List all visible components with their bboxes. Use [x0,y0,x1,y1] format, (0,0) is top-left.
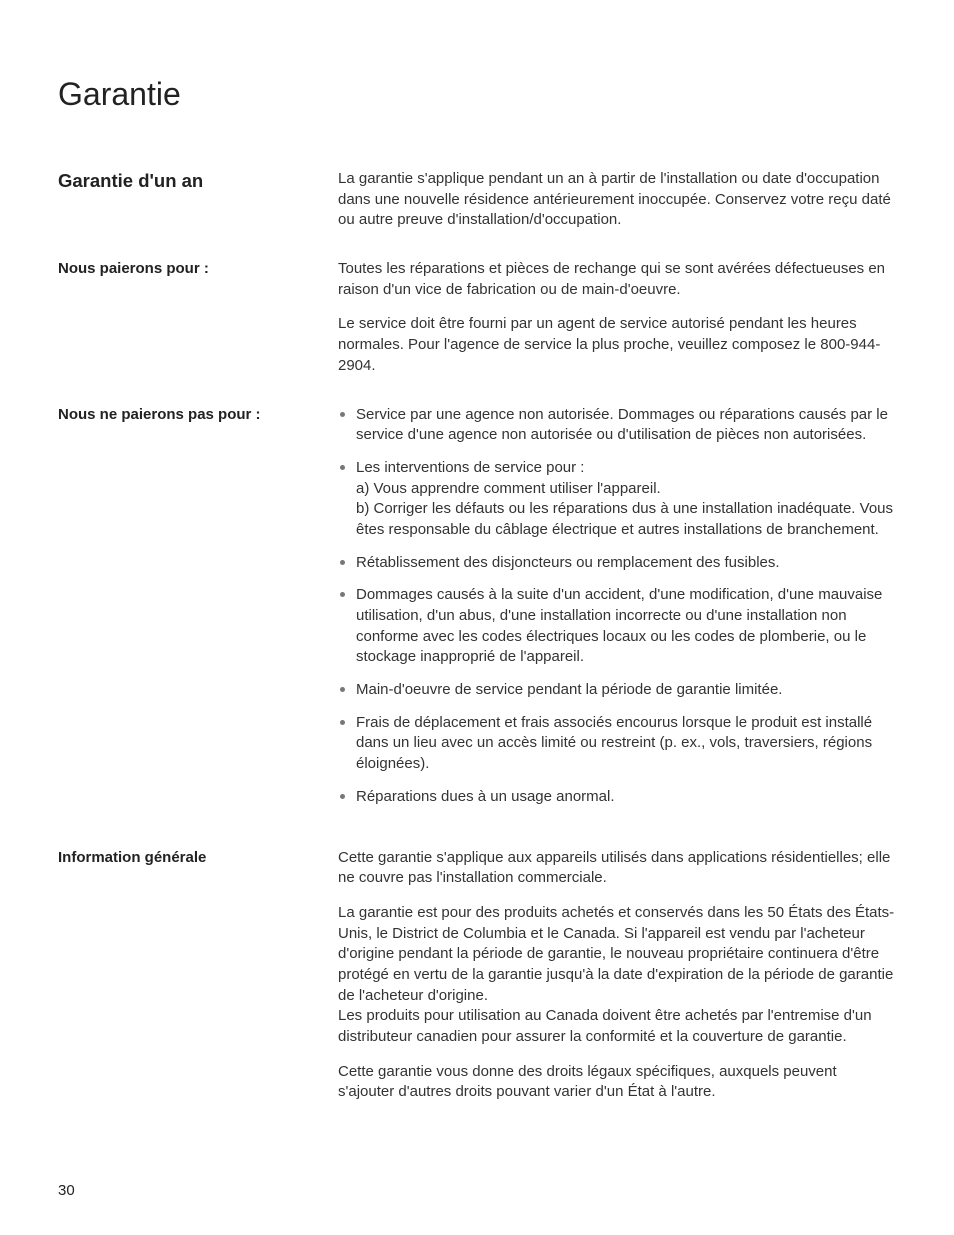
page-number: 30 [58,1182,75,1199]
section-will-not-pay: Nous ne paierons pas pour : Service par … [58,405,896,820]
section-one-year: Garantie d'un an La garantie s'applique … [58,169,896,231]
list-item: Dommages causés à la suite d'un accident… [338,585,896,668]
will-pay-p2: Le service doit être fourni par un agent… [338,314,896,376]
general-info-p3: Cette garantie vous donne des droits lég… [338,1062,896,1103]
section-will-pay: Nous paierons pour : Toutes les réparati… [58,259,896,376]
document-page: Garantie Garantie d'un an La garantie s'… [0,0,954,1235]
list-item: Réparations dues à un usage anormal. [338,787,896,808]
list-item: Rétablissement des disjoncteurs ou rempl… [338,553,896,574]
section-general-info: Information générale Cette garantie s'ap… [58,848,896,1104]
section-heading-will-pay: Nous paierons pour : [58,259,318,279]
section-heading-will-not-pay: Nous ne paierons pas pour : [58,405,318,425]
list-item: Main-d'oeuvre de service pendant la péri… [338,680,896,701]
general-info-p2: La garantie est pour des produits acheté… [338,903,896,1048]
will-pay-p1: Toutes les réparations et pièces de rech… [338,259,896,300]
general-info-p1: Cette garantie s'applique aux appareils … [338,848,896,889]
section-heading-general-info: Information générale [58,848,318,868]
will-not-pay-list: Service par une agence non autorisée. Do… [338,405,896,808]
list-item: Service par une agence non autorisée. Do… [338,405,896,446]
list-item: Les interventions de service pour :a) Vo… [338,458,896,541]
list-item: Frais de déplacement et frais associés e… [338,713,896,775]
page-title: Garantie [58,76,896,113]
section-heading-one-year: Garantie d'un an [58,169,318,194]
one-year-body: La garantie s'applique pendant un an à p… [338,169,896,231]
